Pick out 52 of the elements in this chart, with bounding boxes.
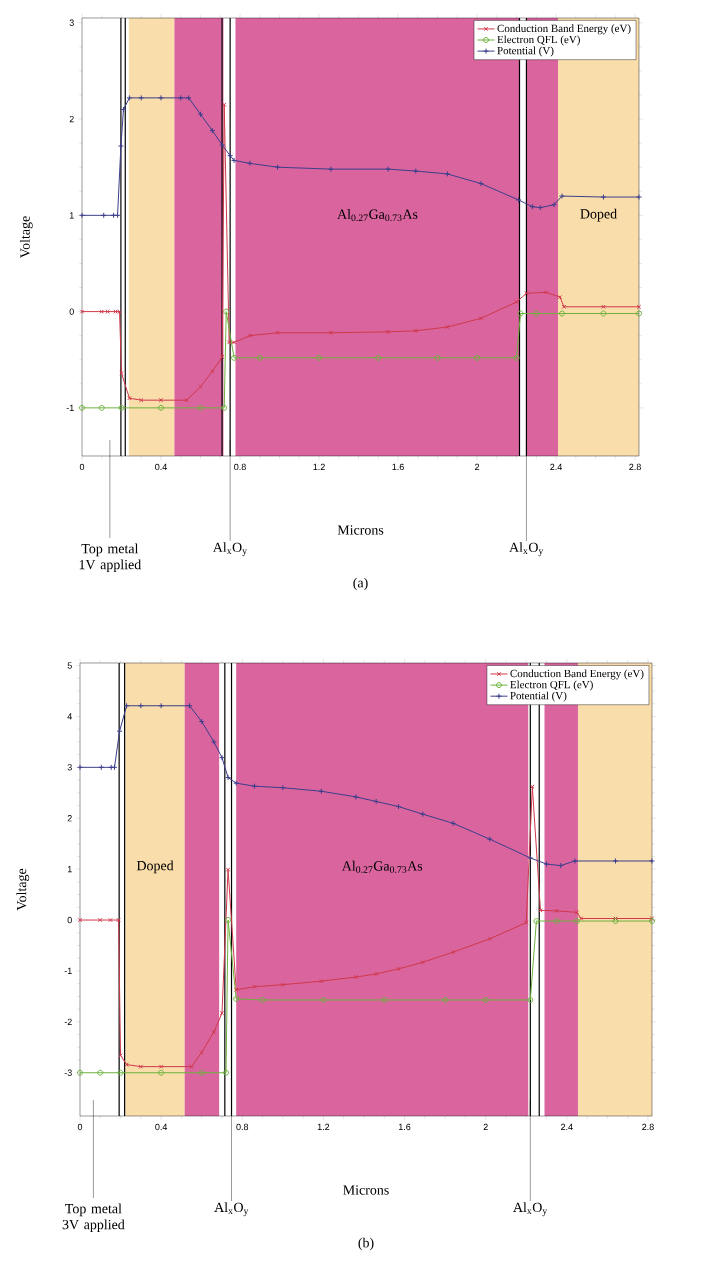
legend-label: Electron QFL (eV): [510, 680, 593, 691]
legend-label: Conduction Band Energy (eV): [497, 24, 631, 35]
y-tick-label: 2: [69, 115, 74, 123]
x-tick-label: 0.8: [234, 463, 246, 471]
legend-label: Potential (V): [497, 46, 554, 57]
x-tick-label: 0: [79, 463, 85, 471]
y-tick-label: -3: [64, 1069, 72, 1076]
x-tick-label: 2: [483, 1123, 488, 1131]
y-tick-label: 0: [67, 916, 72, 924]
x-tick-label: 0.4: [155, 1123, 168, 1131]
y-tick-label: 1: [67, 866, 72, 873]
x-axis-title: Microns: [337, 525, 384, 535]
band-label: Doped: [580, 208, 617, 222]
annotation: Al$_{x}$O$_{y}$: [214, 1202, 249, 1217]
x-tick-label: 0.4: [155, 463, 167, 471]
x-axis-title: Microns: [343, 1185, 389, 1195]
legend-label: Conduction Band Energy (eV): [510, 669, 644, 680]
y-tick-label: 4: [67, 713, 72, 720]
legend-label: Potential (V): [510, 691, 567, 702]
x-tick-label: 2.8: [629, 463, 641, 471]
y-tick-label: -1: [64, 967, 72, 975]
x-tick-label: 0: [77, 1123, 83, 1131]
y-tick-label: 3: [69, 19, 74, 26]
y-tick-label: -1: [66, 404, 74, 411]
y-tick-label: 0: [69, 308, 74, 315]
x-tick-label: 1.6: [399, 1123, 411, 1131]
x-tick-label: 1.2: [317, 1123, 330, 1131]
band-label: Doped: [136, 860, 174, 874]
y-tick-label: 5: [67, 662, 72, 669]
y-tick-label: 1: [69, 212, 74, 219]
x-tick-label: 2.4: [561, 1123, 573, 1131]
annotation: Al$_{x}$O$_{y}$: [212, 542, 247, 557]
annotation: Al$_{x}$O$_{y}$: [509, 542, 544, 557]
x-tick-label: 2.4: [550, 463, 563, 471]
x-tick-label: 2: [475, 463, 480, 471]
y-axis-title: Voltage: [19, 216, 33, 259]
text: (a): [353, 577, 368, 591]
y-tick-label: 3: [67, 764, 72, 771]
x-tick-label: 1.2: [313, 463, 325, 471]
y-tick-label: 2: [67, 815, 72, 822]
x-tick-label: 0.8: [236, 1123, 249, 1131]
text: (b): [358, 1237, 374, 1251]
legend-label: Electron QFL (eV): [497, 35, 580, 46]
y-tick-label: -2: [64, 1018, 72, 1025]
text: Top metal 1V applied: [79, 543, 142, 573]
annotation: Al$_{x}$O$_{y}$: [513, 1202, 548, 1217]
text: Top metal 3V applied: [62, 1203, 125, 1233]
x-tick-label: 2.8: [642, 1123, 654, 1131]
band-label: Al$_{0.27}$Ga$_{0.73}$As: [337, 209, 418, 222]
x-tick-label: 1.6: [392, 463, 404, 471]
band-label: Al$_{0.27}$Ga$_{0.73}$As: [341, 860, 423, 873]
y-axis-title: Voltage: [16, 868, 30, 911]
